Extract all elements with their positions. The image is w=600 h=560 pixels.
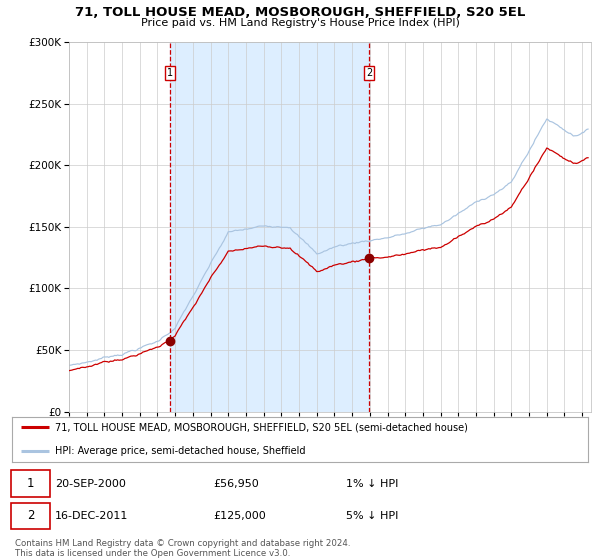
Text: HPI: Average price, semi-detached house, Sheffield: HPI: Average price, semi-detached house,… <box>55 446 306 456</box>
Text: 1: 1 <box>167 68 173 78</box>
Text: 5% ↓ HPI: 5% ↓ HPI <box>346 511 398 521</box>
Text: 2: 2 <box>26 510 34 522</box>
Text: 71, TOLL HOUSE MEAD, MOSBOROUGH, SHEFFIELD, S20 5EL: 71, TOLL HOUSE MEAD, MOSBOROUGH, SHEFFIE… <box>75 6 525 18</box>
Text: Price paid vs. HM Land Registry's House Price Index (HPI): Price paid vs. HM Land Registry's House … <box>140 18 460 28</box>
Text: 20-SEP-2000: 20-SEP-2000 <box>55 479 126 489</box>
Text: £125,000: £125,000 <box>214 511 266 521</box>
Text: 71, TOLL HOUSE MEAD, MOSBOROUGH, SHEFFIELD, S20 5EL (semi-detached house): 71, TOLL HOUSE MEAD, MOSBOROUGH, SHEFFIE… <box>55 422 468 432</box>
FancyBboxPatch shape <box>11 503 50 529</box>
Text: 2: 2 <box>366 68 372 78</box>
Bar <box>170 42 369 412</box>
Text: 1: 1 <box>26 477 34 490</box>
Text: 1% ↓ HPI: 1% ↓ HPI <box>346 479 398 489</box>
FancyBboxPatch shape <box>11 470 50 497</box>
Text: Contains HM Land Registry data © Crown copyright and database right 2024.
This d: Contains HM Land Registry data © Crown c… <box>15 539 350 558</box>
Text: £56,950: £56,950 <box>214 479 259 489</box>
Text: 16-DEC-2011: 16-DEC-2011 <box>55 511 128 521</box>
